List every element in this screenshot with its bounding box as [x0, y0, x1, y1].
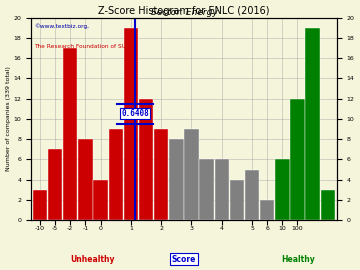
Text: Sector: Energy: Sector: Energy: [150, 8, 217, 17]
Bar: [290, 99, 305, 220]
Bar: [33, 190, 47, 220]
Text: Unhealthy: Unhealthy: [70, 255, 114, 264]
Text: The Research Foundation of SUNY: The Research Foundation of SUNY: [34, 44, 134, 49]
Y-axis label: Number of companies (339 total): Number of companies (339 total): [5, 66, 10, 171]
Title: Z-Score Histogram for ENLC (2016): Z-Score Histogram for ENLC (2016): [98, 6, 270, 16]
Bar: [275, 159, 289, 220]
Text: Healthy: Healthy: [282, 255, 315, 264]
Bar: [215, 159, 229, 220]
Text: ©www.textbiz.org,: ©www.textbiz.org,: [34, 24, 89, 29]
Bar: [230, 180, 244, 220]
Bar: [305, 28, 320, 220]
Bar: [199, 159, 214, 220]
Text: 0.6408: 0.6408: [121, 109, 149, 118]
Bar: [139, 99, 153, 220]
Bar: [48, 149, 62, 220]
Bar: [169, 139, 184, 220]
Bar: [93, 180, 108, 220]
Bar: [245, 170, 259, 220]
Bar: [320, 190, 335, 220]
Bar: [78, 139, 93, 220]
Bar: [184, 129, 199, 220]
Bar: [63, 48, 77, 220]
Bar: [109, 129, 123, 220]
Bar: [154, 129, 168, 220]
Text: Score: Score: [172, 255, 196, 264]
Bar: [124, 28, 138, 220]
Bar: [260, 200, 274, 220]
